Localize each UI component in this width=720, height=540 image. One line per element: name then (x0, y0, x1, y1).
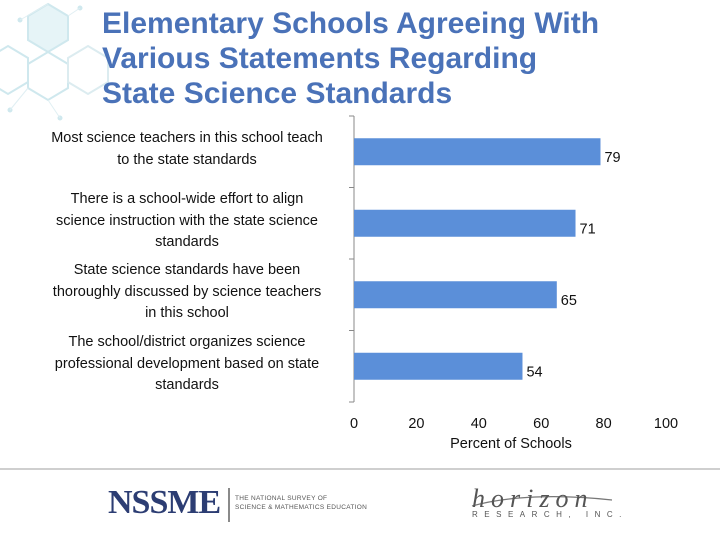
x-tick-label: 0 (350, 416, 358, 432)
x-tick-label: 40 (471, 416, 487, 432)
nssme-subtitle-line: THE NATIONAL SURVEY OF (235, 495, 328, 502)
category-label-line: thoroughly discussed by science teachers (52, 283, 322, 300)
x-tick-label: 100 (654, 416, 678, 432)
title-line: Various Statements Regarding (102, 42, 538, 75)
nssme-logo: NSSME (108, 484, 221, 521)
x-tick-label: 80 (596, 416, 612, 432)
x-axis-label: Percent of Schools (450, 436, 572, 452)
category-label: There is a school-wide effort to align s… (28, 189, 346, 254)
category-label-line: standards (155, 234, 219, 250)
bar-value-label: 71 (580, 221, 596, 237)
footer-divider (0, 468, 720, 470)
x-tick-label: 60 (533, 416, 549, 432)
horizon-logo: horizon (472, 484, 594, 513)
title-line: Elementary Schools Agreeing With (102, 7, 600, 40)
category-label-line: There is a school-wide effort to align (70, 191, 304, 207)
horizon-logo-subtitle: RESEARCH, INC. (472, 510, 628, 519)
category-label-line: standards (155, 377, 219, 393)
nssme-subtitle-line: SCIENCE & MATHEMATICS EDUCATION (235, 504, 368, 511)
category-label: Most science teachers in this school tea… (28, 128, 346, 171)
bar-value-label: 65 (561, 293, 577, 309)
bar (354, 138, 601, 166)
category-label-line: to the state standards (117, 151, 257, 168)
horizon-swoosh-icon (471, 496, 613, 507)
bar (354, 281, 557, 309)
category-label-line: Most science teachers in this school tea… (51, 130, 323, 146)
bar-value-label: 54 (526, 364, 542, 380)
page-title: Elementary Schools Agreeing With Various… (102, 6, 702, 111)
category-label: State science standards have been thorou… (28, 260, 346, 325)
bar-chart: 79 71 65 54 0 20 40 60 80 100 Percent of Schools (349, 115, 678, 452)
bar (354, 352, 523, 380)
category-label-line: State science standards have been (73, 262, 301, 278)
category-label-line: in this school (145, 305, 229, 321)
category-label-line: professional development based on state (54, 355, 320, 372)
category-label: The school/district organizes science pr… (28, 332, 346, 397)
bar (354, 209, 576, 237)
title-line: State Science Standards (102, 77, 453, 110)
logo-separator (228, 488, 230, 522)
bar-value-label: 79 (604, 150, 620, 166)
hexagon-decoration (0, 2, 109, 121)
category-label-line: science instruction with the state scien… (56, 212, 318, 229)
x-tick-label: 20 (408, 416, 424, 432)
category-label-line: The school/district organizes science (68, 334, 306, 350)
nssme-logo-subtitle: THE NATIONAL SURVEY OF SCIENCE & MATHEMA… (235, 494, 367, 512)
